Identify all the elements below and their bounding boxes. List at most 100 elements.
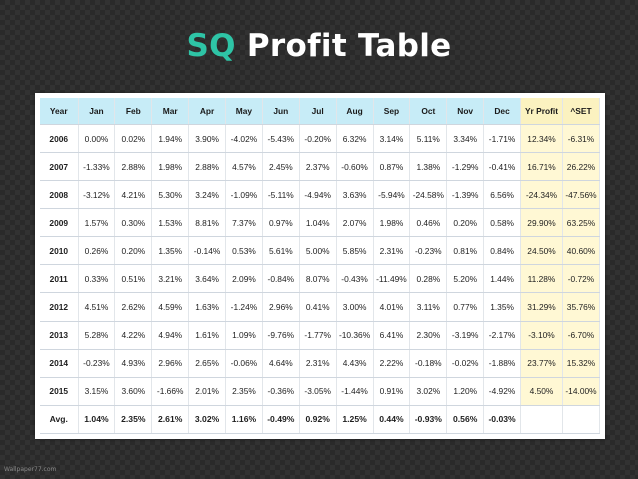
table-cell: 1.35% <box>151 236 190 266</box>
table-cell: 3.15% <box>78 377 116 406</box>
column-header: ^SET <box>562 98 600 125</box>
table-cell: 4.51% <box>78 292 116 322</box>
table-cell: -4.02% <box>225 124 263 154</box>
table-row: 2015 3.15% 3.60% -1.66% 2.01% 2.35% -0.36% -3.0… <box>40 377 600 406</box>
table-cell: 6.56% <box>483 180 521 210</box>
table-cell: -1.71% <box>483 124 521 154</box>
table-cell: 4.21% <box>114 180 153 210</box>
average-cell: 1.16% <box>225 405 263 435</box>
table-cell: 0.30% <box>114 208 153 238</box>
table-cell: 4.64% <box>262 349 300 378</box>
column-header: Oct <box>409 98 448 125</box>
average-cell: 2.35% <box>114 405 153 435</box>
average-cell: 1.04% <box>78 405 116 435</box>
column-header: Year <box>40 98 79 125</box>
table-cell: 2.30% <box>409 321 448 350</box>
table-cell: 1.53% <box>151 208 190 238</box>
table-cell: 4.22% <box>114 321 153 350</box>
year-cell: 2010 <box>40 236 79 266</box>
table-cell: 3.14% <box>373 124 411 154</box>
table-cell: 1.63% <box>188 292 226 322</box>
table-cell: 0.02% <box>114 124 153 154</box>
table-cell: 0.41% <box>299 292 337 322</box>
table-cell: 2.22% <box>373 349 411 378</box>
year-cell: 2013 <box>40 321 79 350</box>
table-cell: 2.31% <box>373 236 411 266</box>
table-cell: 0.91% <box>373 377 411 406</box>
table-cell: 0.77% <box>446 292 485 322</box>
table-cell: 0.58% <box>483 208 521 238</box>
table-cell: 2.88% <box>114 152 153 182</box>
table-row: 2007 -1.33% 2.88% 1.98% 2.88% 4.57% 2.45% 2.37%… <box>40 152 600 182</box>
year-cell: 2015 <box>40 377 79 406</box>
table-cell: 0.20% <box>446 208 485 238</box>
table-cell: 63.25% <box>562 208 600 238</box>
table-cell: 4.43% <box>336 349 374 378</box>
average-row: Avg. 1.04% 2.35% 2.61% 3.02% 1.16% -0.49% 0.92%… <box>40 405 600 435</box>
table-cell: 2.65% <box>188 349 226 378</box>
table-cell: -0.60% <box>336 152 374 182</box>
table-cell: -11.49% <box>373 264 411 294</box>
table-cell: 2.96% <box>262 292 300 322</box>
table-cell: -0.18% <box>409 349 448 378</box>
table-cell: 3.21% <box>151 264 190 294</box>
table-cell: 8.07% <box>299 264 337 294</box>
column-header: Jun <box>262 98 300 125</box>
table-cell: 5.85% <box>336 236 374 266</box>
table-header-row: Year Jan Feb Mar Apr May Jun Jul Aug Sep Oct Nov Dec… <box>40 98 600 125</box>
table-cell: 3.90% <box>188 124 226 154</box>
average-cell: 0.56% <box>446 405 485 435</box>
table-cell: 31.29% <box>520 292 563 322</box>
table-cell: 1.35% <box>483 292 521 322</box>
table-cell: -0.20% <box>299 124 337 154</box>
table-cell: 0.51% <box>114 264 153 294</box>
table-cell: -3.19% <box>446 321 485 350</box>
table-cell: 7.37% <box>225 208 263 238</box>
table-cell: 2.31% <box>299 349 337 378</box>
table-cell: -0.02% <box>446 349 485 378</box>
table-cell: 0.53% <box>225 236 263 266</box>
table-cell: -1.33% <box>78 152 116 182</box>
table-cell: -3.10% <box>520 321 563 350</box>
table-cell: 0.97% <box>262 208 300 238</box>
average-cell <box>520 405 563 435</box>
table-cell: 8.81% <box>188 208 226 238</box>
average-label: Avg. <box>40 405 79 435</box>
table-cell: -0.23% <box>409 236 448 266</box>
table-cell: 3.11% <box>409 292 448 322</box>
table-cell: 0.81% <box>446 236 485 266</box>
table-cell: 4.93% <box>114 349 153 378</box>
table-cell: 1.98% <box>373 208 411 238</box>
average-cell: -0.93% <box>409 405 448 435</box>
table-row: 2012 4.51% 2.62% 4.59% 1.63% -1.24% 2.96% 0.41%… <box>40 292 600 322</box>
table-cell: 6.41% <box>373 321 411 350</box>
table-cell: -6.70% <box>562 321 600 350</box>
column-header: Jan <box>78 98 116 125</box>
table-cell: 0.26% <box>78 236 116 266</box>
table-cell: 5.30% <box>151 180 190 210</box>
table-cell: 16.71% <box>520 152 563 182</box>
table-cell: -0.84% <box>262 264 300 294</box>
table-cell: 5.20% <box>446 264 485 294</box>
table-cell: -1.29% <box>446 152 485 182</box>
column-header: Dec <box>483 98 521 125</box>
table-cell: -0.43% <box>336 264 374 294</box>
table-cell: 40.60% <box>562 236 600 266</box>
table-cell: 3.64% <box>188 264 226 294</box>
year-cell: 2008 <box>40 180 79 210</box>
table-row: 2011 0.33% 0.51% 3.21% 3.64% 2.09% -0.84% 8.07%… <box>40 264 600 294</box>
table-cell: 2.01% <box>188 377 226 406</box>
column-header: Mar <box>151 98 190 125</box>
table-cell: -0.41% <box>483 152 521 182</box>
table-cell: -0.14% <box>188 236 226 266</box>
average-cell: -0.49% <box>262 405 300 435</box>
table-cell: 1.20% <box>446 377 485 406</box>
table-cell: -2.17% <box>483 321 521 350</box>
average-cell: -0.03% <box>483 405 521 435</box>
table-cell: 4.94% <box>151 321 190 350</box>
table-cell: -0.36% <box>262 377 300 406</box>
table-cell: 12.34% <box>520 124 563 154</box>
column-header: Feb <box>114 98 153 125</box>
profit-table-card: Year Jan Feb Mar Apr May Jun Jul Aug Sep Oct Nov Dec… <box>35 93 605 439</box>
table-cell: -1.44% <box>336 377 374 406</box>
